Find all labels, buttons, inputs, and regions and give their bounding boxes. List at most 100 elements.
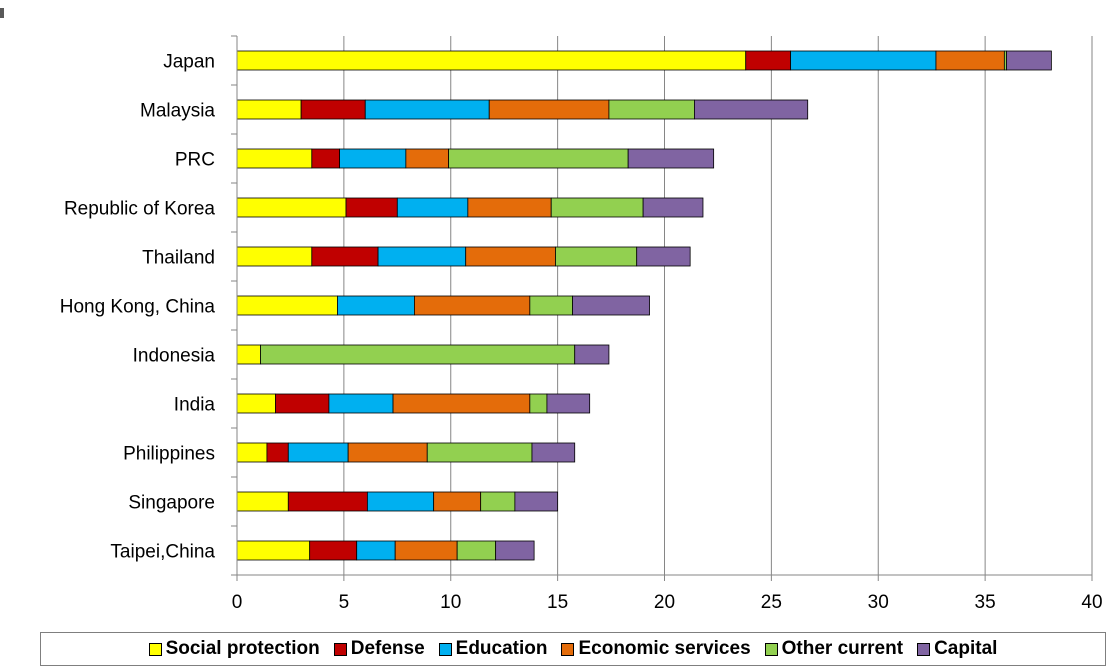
bar-segment bbox=[236, 99, 302, 120]
bar-segment bbox=[377, 246, 467, 267]
bar-segment bbox=[236, 246, 313, 267]
bar-segment bbox=[266, 442, 289, 463]
bar-segment bbox=[642, 197, 704, 218]
bar-segment bbox=[311, 246, 379, 267]
legend-item: Other current bbox=[764, 638, 904, 660]
bar-segment bbox=[745, 50, 792, 71]
bar-segment bbox=[236, 295, 338, 316]
bar-segment bbox=[572, 295, 650, 316]
category-label: Indonesia bbox=[133, 346, 216, 367]
bar-segment bbox=[405, 148, 450, 169]
bar-segment bbox=[345, 197, 398, 218]
bar-segment bbox=[608, 99, 695, 120]
bar-segment bbox=[339, 148, 407, 169]
bar-segment bbox=[236, 148, 313, 169]
bar-segment bbox=[337, 295, 415, 316]
bar-segment bbox=[480, 491, 516, 512]
bar-segment bbox=[300, 99, 366, 120]
bar-segment bbox=[488, 99, 610, 120]
bar-segment bbox=[574, 344, 610, 365]
bar-segment bbox=[347, 442, 428, 463]
bar-segment bbox=[448, 148, 629, 169]
category-labels: Japan Malaysia PRC Republic of Korea Thailan… bbox=[60, 52, 216, 563]
bar-segment bbox=[236, 344, 261, 365]
bar-segment bbox=[309, 540, 358, 561]
bar-segment bbox=[935, 50, 1005, 71]
legend-swatch bbox=[438, 642, 452, 656]
bar-segment bbox=[236, 442, 268, 463]
x-tick-label: 0 bbox=[232, 592, 243, 613]
bar-segment bbox=[433, 491, 482, 512]
bar-segment bbox=[514, 491, 559, 512]
category-label: Thailand bbox=[142, 248, 215, 269]
bar-segment bbox=[260, 344, 576, 365]
x-tick-label: 40 bbox=[1081, 592, 1102, 613]
gridlines bbox=[343, 36, 1093, 575]
x-tick-label: 25 bbox=[761, 592, 782, 613]
legend-label: Other current bbox=[781, 638, 904, 659]
category-label: Japan bbox=[163, 52, 215, 73]
bar-segment bbox=[790, 50, 937, 71]
bar-segment bbox=[236, 50, 747, 71]
bar-segment bbox=[236, 491, 289, 512]
legend-swatch bbox=[333, 642, 347, 656]
x-tick-label: 15 bbox=[547, 592, 568, 613]
axes bbox=[231, 35, 1093, 581]
category-label: PRC bbox=[175, 150, 215, 171]
bar-segment bbox=[394, 540, 458, 561]
bar-segment bbox=[364, 99, 490, 120]
legend-label: Education bbox=[455, 638, 548, 659]
bar-segment bbox=[236, 393, 276, 414]
bar-segment bbox=[694, 99, 809, 120]
bar-segment bbox=[366, 491, 435, 512]
bar-segment bbox=[275, 393, 330, 414]
bar-segment bbox=[392, 393, 531, 414]
bar-segment bbox=[287, 491, 368, 512]
x-tick-label: 20 bbox=[654, 592, 675, 613]
bar-segment bbox=[328, 393, 394, 414]
legend-item: Social protection bbox=[148, 638, 320, 660]
bar-segment bbox=[236, 197, 347, 218]
bar-segment bbox=[236, 540, 311, 561]
bar-segment bbox=[555, 246, 638, 267]
bar-segment bbox=[426, 442, 533, 463]
bar-segment bbox=[467, 197, 552, 218]
bar-segment bbox=[414, 295, 531, 316]
category-label: Malaysia bbox=[140, 101, 215, 122]
bar-segment bbox=[531, 442, 576, 463]
legend-label: Social protection bbox=[165, 638, 320, 659]
legend-swatch bbox=[561, 642, 575, 656]
legend-swatch bbox=[148, 642, 162, 656]
x-tick-labels: 0 5 10 15 20 25 30 35 40 bbox=[232, 592, 1103, 613]
bar-segment bbox=[495, 540, 535, 561]
legend-item: Defense bbox=[333, 638, 425, 660]
legend: Social protection Defense Education Economi… bbox=[40, 632, 1106, 666]
category-label: India bbox=[174, 395, 216, 416]
bar-segment bbox=[550, 197, 644, 218]
bar-segment bbox=[546, 393, 591, 414]
bar-segment bbox=[287, 442, 349, 463]
bar-segment bbox=[311, 148, 341, 169]
legend-label: Defense bbox=[350, 638, 425, 659]
category-label: Republic of Korea bbox=[64, 199, 215, 220]
x-tick-label: 30 bbox=[868, 592, 889, 613]
bar-segment bbox=[529, 393, 548, 414]
bar-segment bbox=[396, 197, 469, 218]
x-tick-label: 5 bbox=[339, 592, 350, 613]
category-label: Singapore bbox=[128, 493, 215, 514]
corner-mark bbox=[0, 8, 4, 18]
legend-label: Economic services bbox=[578, 638, 751, 659]
bar-segment bbox=[1006, 50, 1052, 71]
bar-segment bbox=[456, 540, 497, 561]
bar-segment bbox=[356, 540, 396, 561]
category-label: Hong Kong, China bbox=[60, 297, 216, 318]
x-tick-label: 35 bbox=[975, 592, 996, 613]
bar-segment bbox=[529, 295, 573, 316]
legend-swatch bbox=[764, 642, 778, 656]
legend-label: Capital bbox=[934, 638, 998, 659]
legend-swatch bbox=[917, 642, 931, 656]
legend-item: Economic services bbox=[561, 638, 751, 660]
bars bbox=[236, 50, 1052, 561]
stacked-bar-chart: Japan Malaysia PRC Republic of Korea Thailan… bbox=[60, 35, 1103, 613]
bar-segment bbox=[627, 148, 715, 169]
